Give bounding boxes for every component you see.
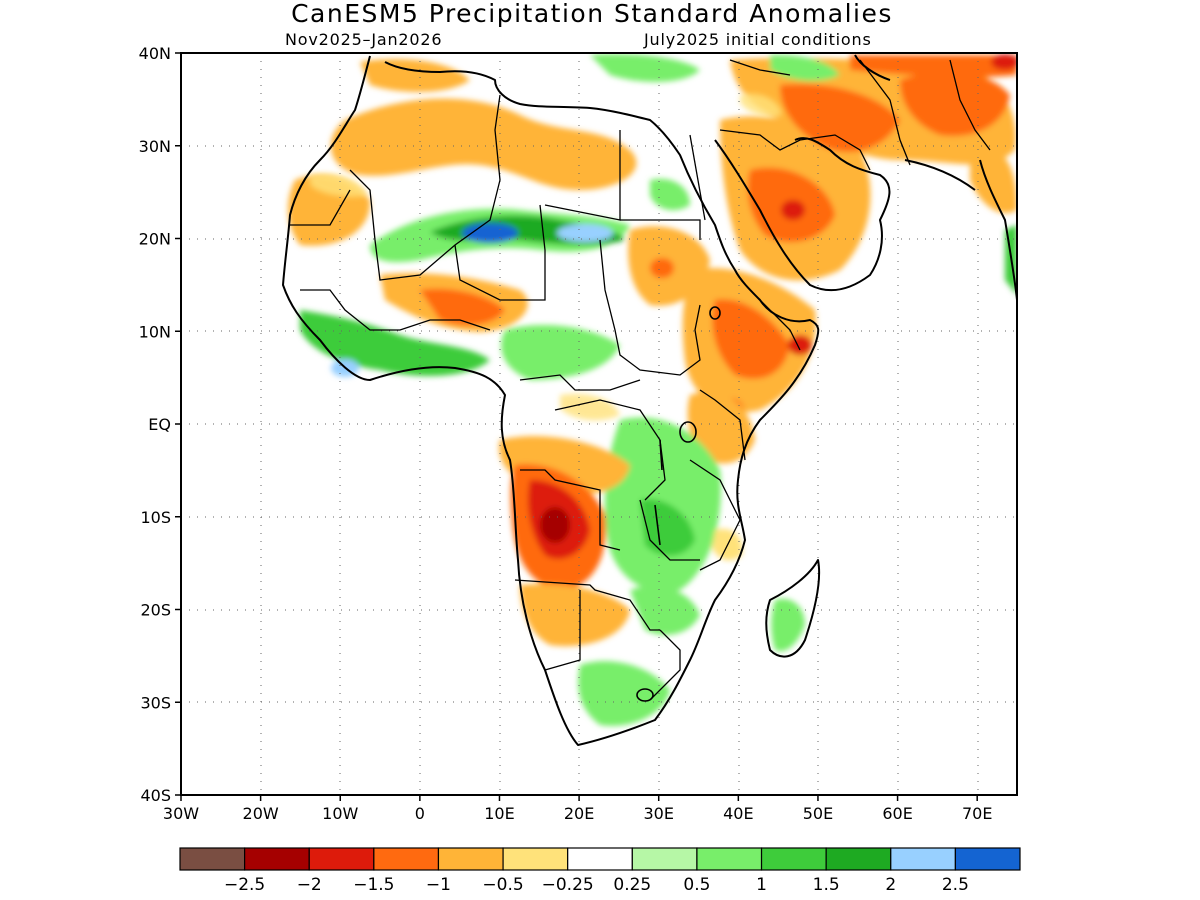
colorbar-swatch <box>631 847 698 871</box>
colorbar-label: −1.5 <box>353 875 394 895</box>
graticule <box>181 53 1017 795</box>
colorbar-swatch <box>308 847 375 871</box>
lon-tick-label: 60E <box>882 804 912 823</box>
lat-tick-label: 10S <box>140 508 171 527</box>
inland-lakes <box>636 306 721 702</box>
colorbar-label: 0.25 <box>613 875 651 895</box>
lon-tick-label: 10W <box>322 804 358 823</box>
lat-tick-label: 10N <box>139 322 171 341</box>
colorbar <box>179 847 1021 871</box>
anomaly-shading <box>288 53 1017 726</box>
colorbar-label: 1 <box>756 875 767 895</box>
lat-tick-label: 40N <box>139 44 171 63</box>
lat-tick-label: 20S <box>140 601 171 620</box>
lat-tick-label: EQ <box>148 415 171 434</box>
colorbar-swatch <box>890 847 956 871</box>
colorbar-label: −0.25 <box>542 875 594 895</box>
colorbar-label: −0.5 <box>482 875 523 895</box>
colorbar-swatch <box>244 847 310 871</box>
lon-tick-label: 10E <box>484 804 514 823</box>
longitude-tick-labels: 30W 20W 10W 0 10E 20E 30E 40E 50E 60E 70E <box>163 795 992 823</box>
initial-conditions-label: July2025 initial conditions <box>643 30 872 49</box>
colorbar-label: 2 <box>885 875 896 895</box>
colorbar-labels: −2.5 −2 −1.5 −1 −0.5 −0.25 0.25 0.5 1 1.5 2 2.5 <box>224 875 969 895</box>
map-title: CanESM5 Precipitation Standard Anomalies <box>291 0 893 28</box>
lon-tick-label: 70E <box>962 804 992 823</box>
colorbar-label: 0.5 <box>683 875 710 895</box>
lon-tick-label: 20E <box>564 804 594 823</box>
lon-tick-label: 50E <box>803 804 833 823</box>
lat-tick-label: 30N <box>139 137 171 156</box>
colorbar-swatch <box>760 847 827 871</box>
colorbar-label: 1.5 <box>813 875 840 895</box>
colorbar-label: −1 <box>426 875 451 895</box>
colorbar-label: −2 <box>297 875 322 895</box>
country-borders <box>290 59 991 701</box>
lat-tick-label: 40S <box>140 786 171 805</box>
colorbar-label: 2.5 <box>942 875 969 895</box>
colorbar-label: −2.5 <box>224 875 265 895</box>
latitude-tick-labels: 40N 30N 20N 10N EQ 10S 20S 30S 40S <box>139 44 181 805</box>
colorbar-swatch <box>696 847 763 871</box>
lat-tick-label: 30S <box>140 693 171 712</box>
lon-tick-label: 30E <box>643 804 673 823</box>
colorbar-swatch <box>437 847 504 871</box>
colorbar-swatch <box>373 847 440 871</box>
colorbar-swatch <box>567 847 633 871</box>
weak-anomaly-shading <box>310 93 782 421</box>
lon-tick-label: 0 <box>415 804 425 823</box>
colorbar-swatch <box>179 847 246 871</box>
lat-tick-label: 20N <box>139 230 171 249</box>
coastlines <box>282 54 1017 746</box>
lon-tick-label: 30W <box>163 804 199 823</box>
lon-tick-label: 40E <box>723 804 753 823</box>
colorbar-swatch <box>825 847 892 871</box>
lon-tick-label: 20W <box>243 804 279 823</box>
colorbar-swatch <box>502 847 569 871</box>
forecast-period: Nov2025–Jan2026 <box>285 30 442 49</box>
colorbar-swatch <box>954 847 1021 871</box>
